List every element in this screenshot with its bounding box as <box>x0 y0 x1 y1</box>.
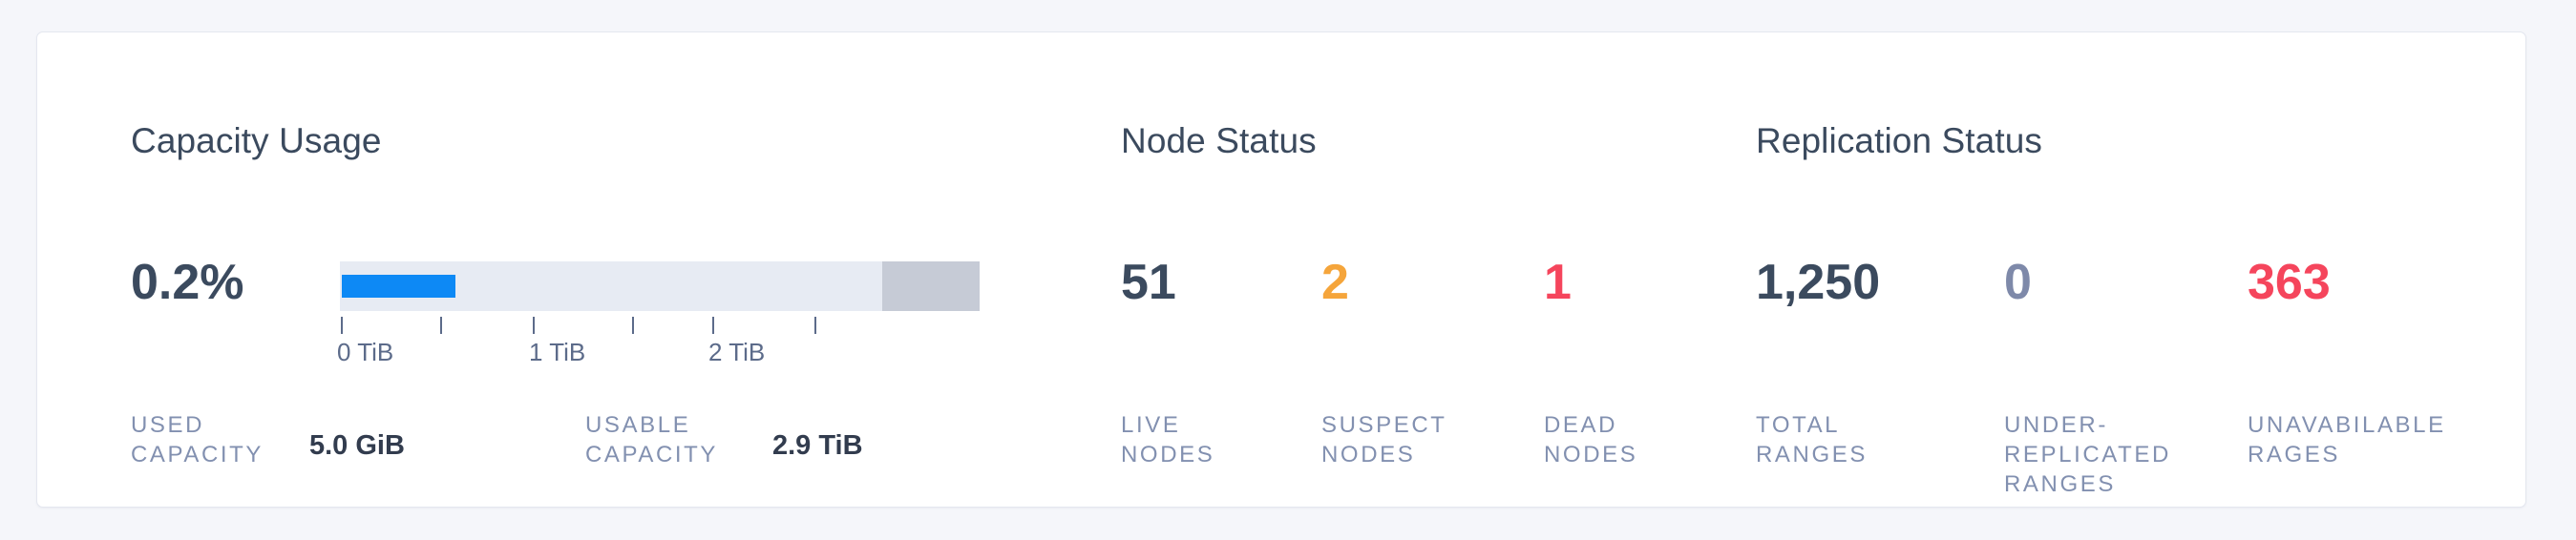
capacity-bar-overflow-segment <box>882 261 980 311</box>
under-replicated-ranges-label: UNDER- REPLICATED RANGES <box>2004 412 2171 497</box>
usable-capacity-label: USABLE CAPACITY <box>585 412 719 467</box>
capacity-bar-used-fill <box>342 275 456 298</box>
live-nodes-value: 51 <box>1121 255 1176 310</box>
capacity-usage-title: Capacity Usage <box>131 121 382 160</box>
unavailable-ranges-label: UNAVABILABLE RAGES <box>2248 412 2446 467</box>
live-nodes-label: LIVE NODES <box>1121 412 1215 467</box>
replication-status-title: Replication Status <box>1756 121 2043 160</box>
axis-tick-1 <box>440 317 442 334</box>
used-capacity-value: 5.0 GiB <box>309 430 405 461</box>
capacity-bar-chart: 0 TiB 1 TiB 2 TiB <box>337 261 980 370</box>
dead-nodes-label: DEAD NODES <box>1544 412 1638 467</box>
axis-tick-2 <box>533 317 535 334</box>
capacity-percent-value: 0.2% <box>131 255 244 310</box>
axis-label-0tib: 0 TiB <box>337 338 394 366</box>
used-capacity-label: USED CAPACITY <box>131 412 264 467</box>
suspect-nodes-value: 2 <box>1321 255 1349 310</box>
under-replicated-ranges-value: 0 <box>2004 255 2032 310</box>
dead-nodes-value: 1 <box>1544 255 1572 310</box>
axis-tick-0 <box>341 317 343 334</box>
suspect-nodes-label: SUSPECT NODES <box>1321 412 1447 467</box>
cluster-summary-card: Capacity Usage 0.2% 0 TiB 1 TiB 2 TiB US… <box>36 31 2526 508</box>
capacity-bar-axis <box>340 317 980 336</box>
axis-tick-5 <box>814 317 816 334</box>
total-ranges-value: 1,250 <box>1756 255 1881 310</box>
axis-tick-3 <box>632 317 634 334</box>
total-ranges-label: TOTAL RANGES <box>1756 412 1868 467</box>
node-status-title: Node Status <box>1121 121 1317 160</box>
axis-label-1tib: 1 TiB <box>529 338 586 366</box>
unavailable-ranges-value: 363 <box>2248 255 2331 310</box>
axis-tick-4 <box>712 317 714 334</box>
usable-capacity-value: 2.9 TiB <box>772 430 863 461</box>
axis-label-2tib: 2 TiB <box>708 338 766 366</box>
capacity-bar-axis-labels: 0 TiB 1 TiB 2 TiB <box>337 338 980 370</box>
capacity-bar-track <box>340 261 980 311</box>
